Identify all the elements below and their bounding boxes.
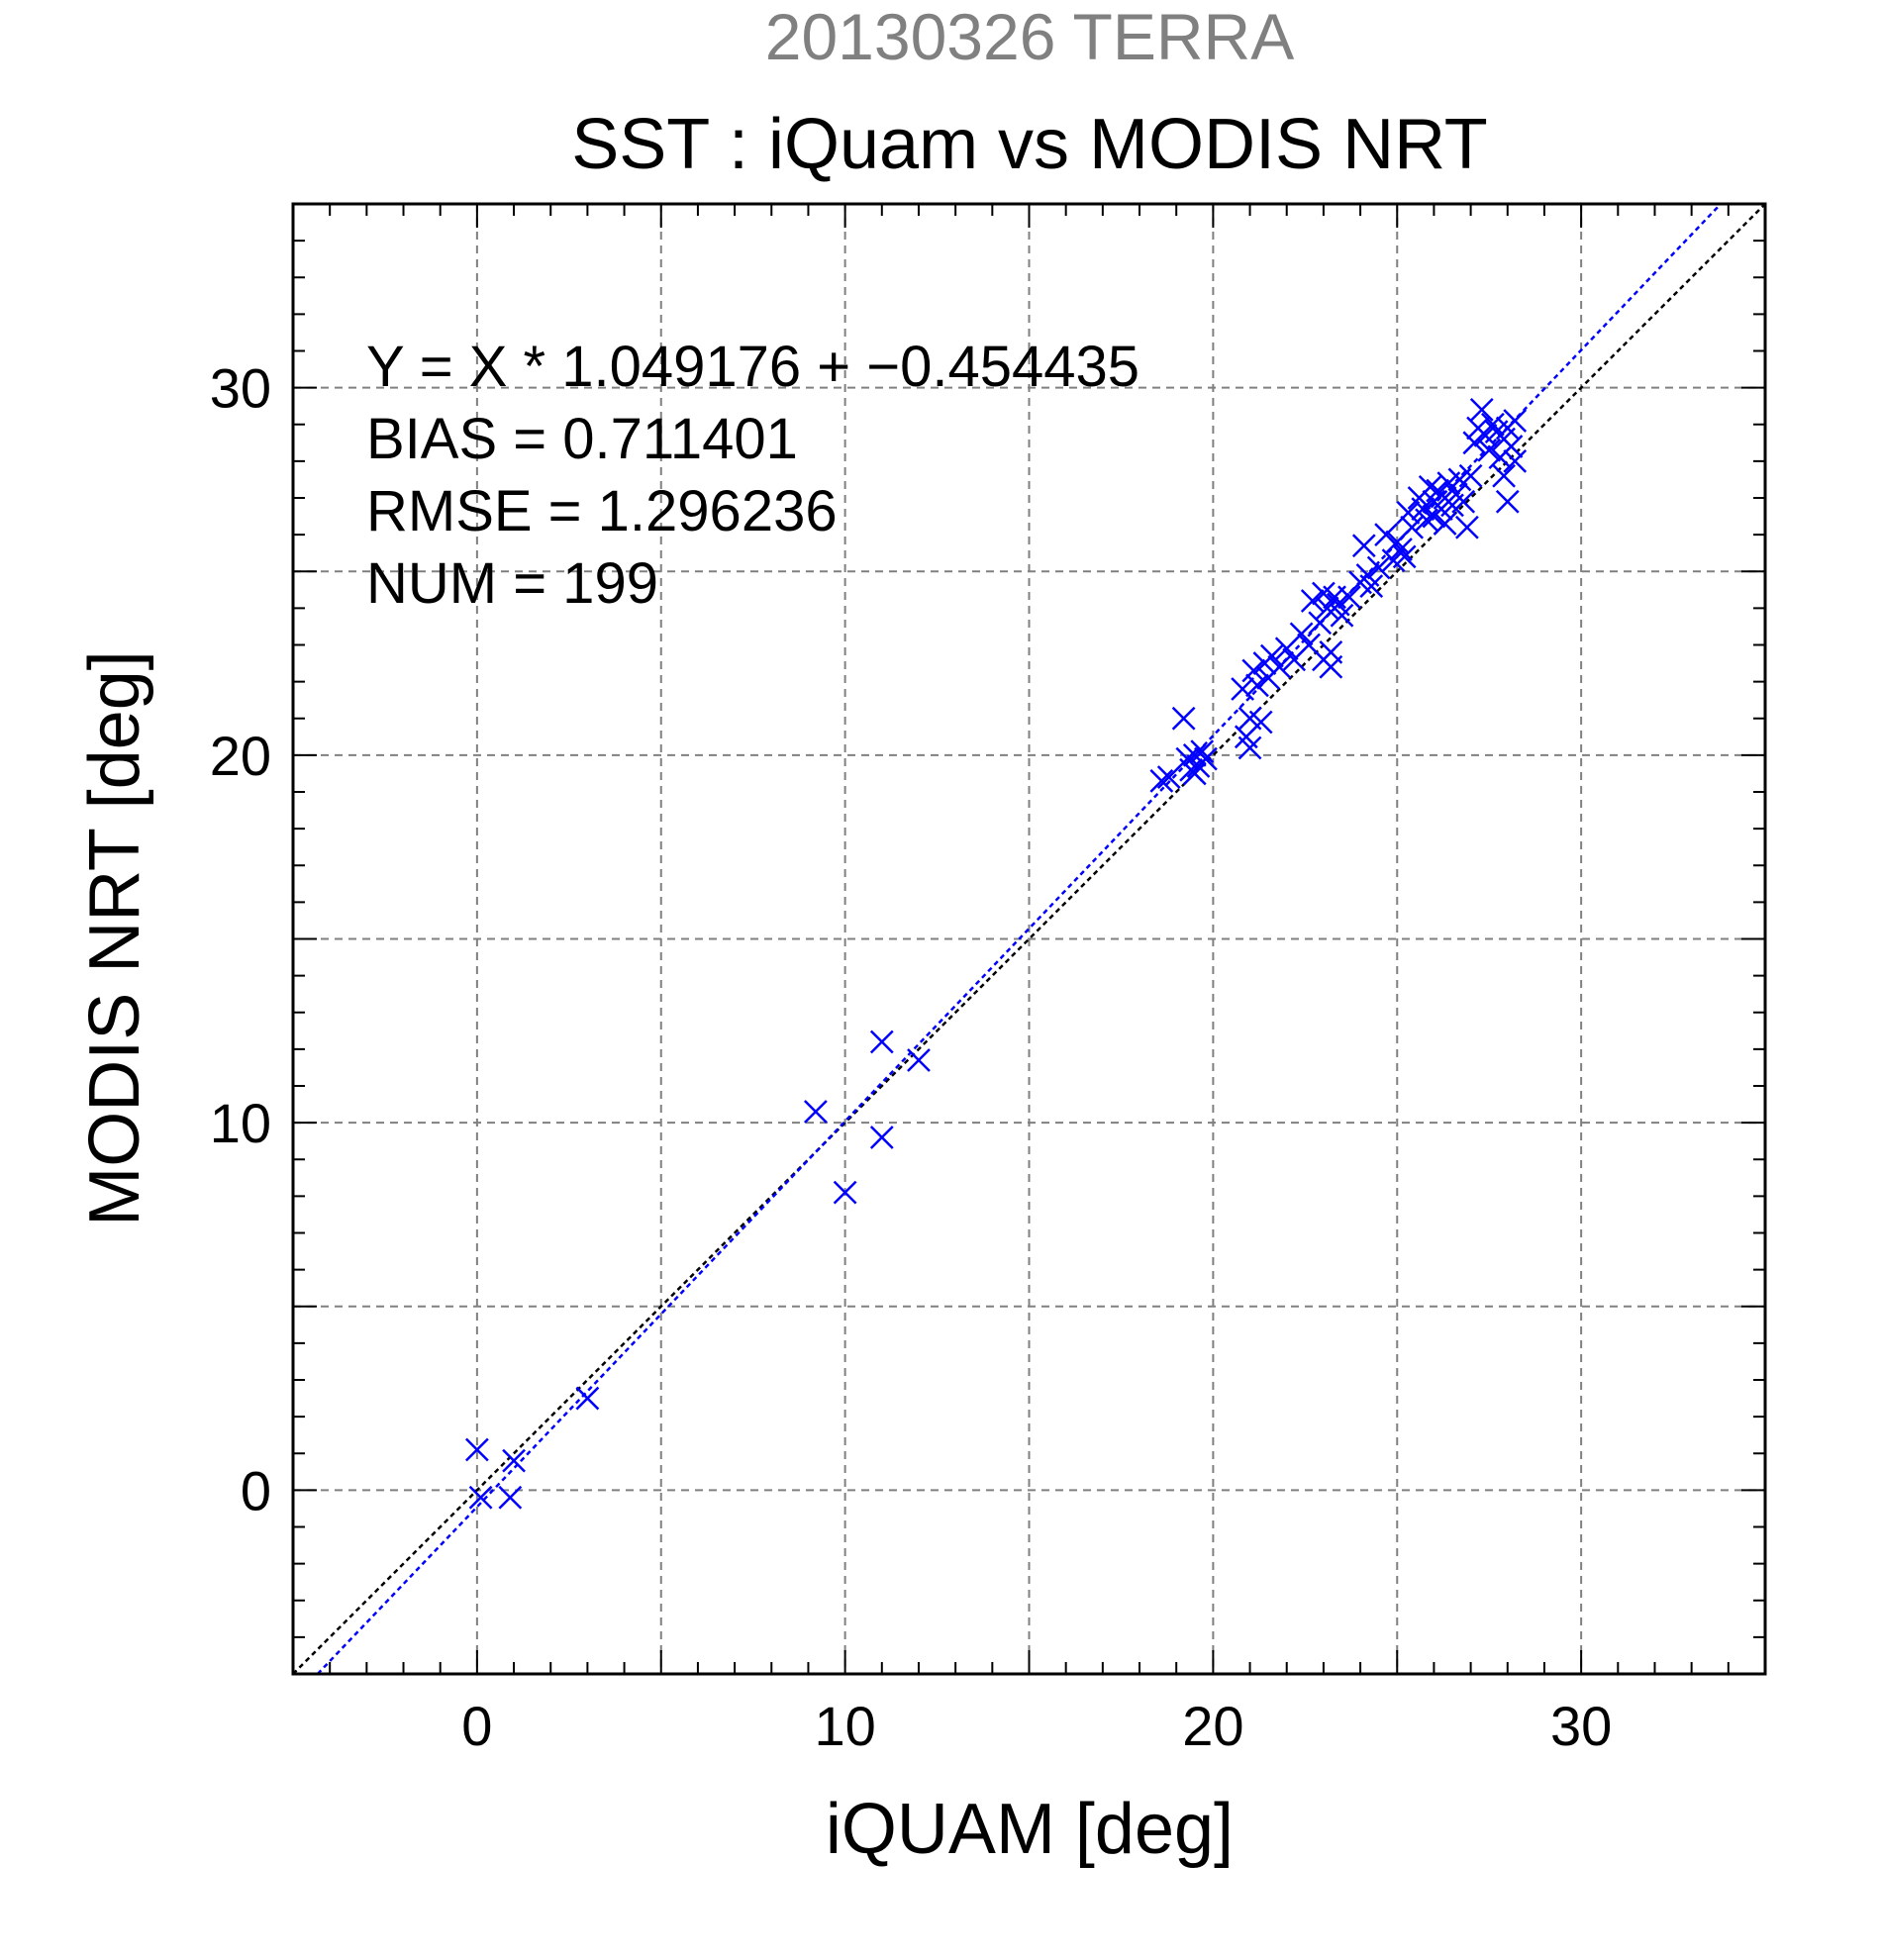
- rmse-label: RMSE = 1.296236: [366, 479, 838, 543]
- data-point: [1359, 574, 1384, 598]
- data-point: [1231, 677, 1254, 701]
- data-point: [833, 1180, 857, 1205]
- data-point: [1396, 500, 1421, 525]
- data-point: [1319, 654, 1343, 679]
- data-point: [1469, 398, 1494, 422]
- x-tick-label: 0: [461, 1695, 492, 1757]
- chart-title: SST : iQuam vs MODIS NRT: [571, 105, 1488, 184]
- y-axis-label: MODIS NRT [deg]: [75, 650, 154, 1226]
- data-point: [1171, 706, 1196, 731]
- data-point: [1503, 409, 1528, 433]
- data-point: [1400, 515, 1425, 539]
- data-point: [1156, 765, 1181, 790]
- chart-subtitle: 20130326 TERRA: [765, 0, 1294, 73]
- data-point: [1366, 555, 1391, 580]
- num-label: NUM = 199: [366, 551, 658, 616]
- data-point: [1481, 412, 1505, 437]
- data-point: [464, 1437, 489, 1462]
- x-tick-label: 20: [1182, 1695, 1243, 1757]
- data-point: [1451, 489, 1476, 514]
- axis-ticks: [292, 203, 1766, 1675]
- data-point: [1289, 622, 1314, 646]
- data-point: [1330, 603, 1354, 628]
- data-point: [1149, 768, 1174, 793]
- data-point: [1418, 474, 1442, 499]
- regression-equation-label: Y = X * 1.049176 + −0.454435: [366, 335, 1139, 399]
- data-point: [1433, 512, 1457, 536]
- data-point: [1245, 673, 1269, 698]
- data-point: [1477, 438, 1502, 462]
- data-point: [498, 1485, 523, 1510]
- data-point: [1267, 654, 1292, 679]
- data-point: [1248, 710, 1273, 735]
- data-point: [869, 1126, 894, 1149]
- data-point: [1182, 761, 1207, 786]
- data-point: [575, 1386, 600, 1411]
- data-point: [1462, 431, 1487, 455]
- data-point: [1495, 489, 1520, 514]
- data-point: [1458, 463, 1483, 488]
- data-point: [1503, 448, 1528, 473]
- bias-label: BIAS = 0.711401: [366, 407, 798, 471]
- data-point: [468, 1485, 493, 1510]
- data-point: [502, 1448, 526, 1473]
- data-point: [1415, 508, 1438, 533]
- x-tick-label: 10: [814, 1695, 875, 1757]
- data-point: [1392, 544, 1417, 569]
- y-tick-label: 10: [210, 1092, 271, 1154]
- x-axis-tick-labels: 0 10 20 30: [461, 1695, 1612, 1757]
- x-tick-label: 30: [1550, 1695, 1612, 1757]
- data-points: [464, 398, 1528, 1510]
- y-tick-label: 30: [210, 357, 271, 420]
- data-point: [1337, 585, 1361, 610]
- grid-lines: [293, 204, 1765, 1674]
- y-tick-label: 0: [241, 1459, 271, 1521]
- data-point: [1492, 427, 1516, 451]
- x-axis-label: iQUAM [deg]: [826, 1790, 1234, 1869]
- y-tick-label: 20: [210, 725, 271, 787]
- data-point: [1238, 735, 1262, 760]
- data-point: [1194, 746, 1218, 771]
- data-point: [1190, 739, 1215, 764]
- data-point: [1454, 515, 1479, 539]
- data-point: [804, 1100, 828, 1124]
- data-point: [869, 1029, 894, 1054]
- data-point: [907, 1048, 931, 1072]
- data-point: [1308, 611, 1333, 636]
- data-point: [1300, 589, 1325, 613]
- data-point: [1351, 534, 1376, 558]
- data-point: [1389, 538, 1413, 561]
- data-point: [1492, 463, 1516, 488]
- data-point: [1241, 658, 1266, 683]
- data-point: [1259, 643, 1284, 668]
- y-axis-tick-labels: 0 10 20 30: [210, 357, 271, 1522]
